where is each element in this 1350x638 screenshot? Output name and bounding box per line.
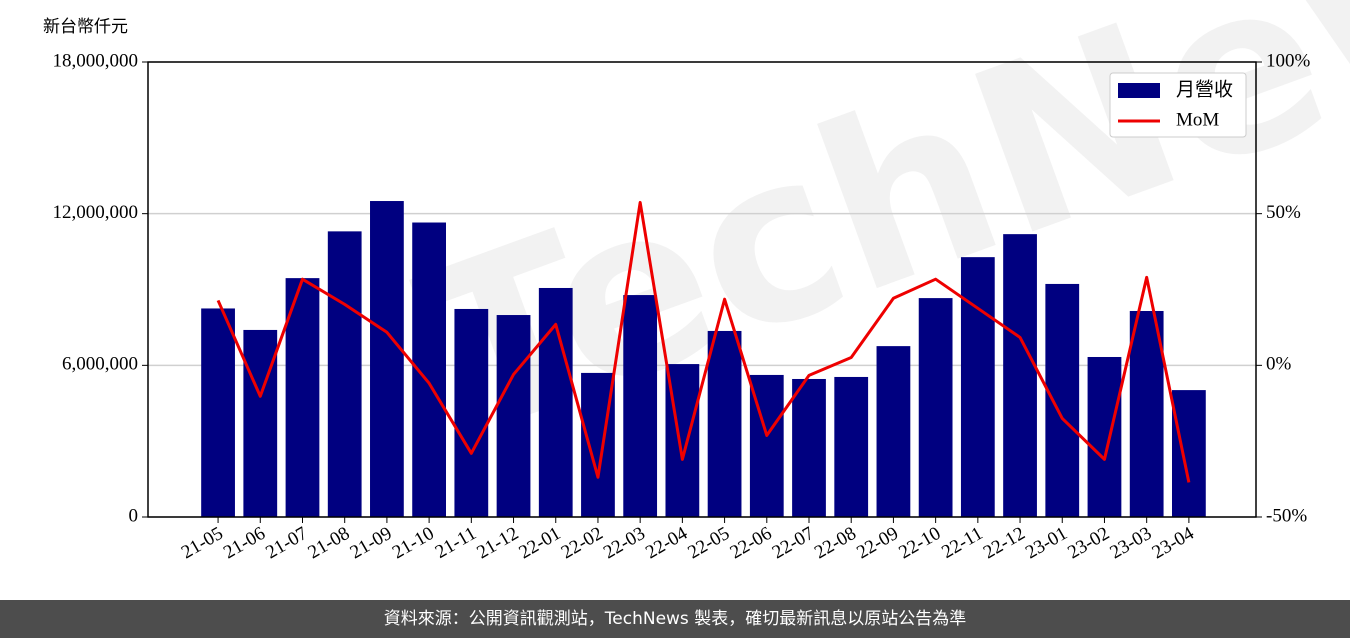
x-tick-label: 23-03 <box>1106 523 1155 563</box>
bar <box>327 231 362 517</box>
bar <box>834 376 869 517</box>
bar <box>876 346 911 517</box>
footer-bar <box>0 600 1350 638</box>
y2-tick-label: -50% <box>1266 505 1307 526</box>
bar <box>707 330 742 517</box>
x-tick-label: 22-10 <box>895 523 944 563</box>
legend-swatch <box>1118 83 1160 98</box>
plot-frame <box>147 61 1257 518</box>
x-tick-label: 23-04 <box>1149 523 1198 564</box>
bar <box>201 308 235 517</box>
x-tick-label: 22-07 <box>769 523 818 563</box>
footer: 資料來源：公開資訊觀測站，TechNews 製表，確切最新訊息以原站公告為準 <box>384 609 966 629</box>
bar <box>623 295 658 517</box>
x-tick-label: 21-11 <box>432 523 480 563</box>
x-tick-label: 22-03 <box>600 523 649 563</box>
y2-tick-label: 100% <box>1266 50 1311 71</box>
legend-label: 月營收 <box>1176 79 1233 101</box>
bar <box>538 287 573 517</box>
bar <box>243 329 278 517</box>
x-tick-label: 22-08 <box>811 523 860 563</box>
y-tick-label: 6,000,000 <box>62 354 138 375</box>
bar <box>454 308 489 517</box>
x-tick-label: 22-11 <box>938 523 986 563</box>
bar <box>960 257 995 517</box>
x-tick-label: 23-02 <box>1064 523 1113 563</box>
line <box>216 200 1191 483</box>
bar <box>1045 283 1080 517</box>
x-tick-label: 22-09 <box>853 523 902 563</box>
x-tick-label: 22-02 <box>558 523 607 563</box>
x-tick-label: 21-10 <box>389 523 438 563</box>
x-tick-label: 23-01 <box>1022 523 1071 563</box>
y-axis-label: 新台幣仟元 <box>43 17 128 37</box>
bar <box>1172 390 1206 517</box>
x-tick-label: 22-04 <box>642 523 691 564</box>
x-tick-label: 22-12 <box>980 523 1029 563</box>
y-tick-label: 0 <box>129 505 139 526</box>
bar <box>496 315 531 517</box>
legend-label: MoM <box>1176 109 1219 130</box>
x-tick-label: 21-06 <box>220 523 269 563</box>
bar <box>370 201 404 517</box>
x-tick-label: 22-06 <box>727 523 776 563</box>
x-tick-label: 21-07 <box>262 523 311 563</box>
x-tick-label: 21-09 <box>347 523 396 563</box>
bar <box>1129 310 1164 517</box>
bar <box>1087 356 1122 517</box>
bar <box>285 278 320 517</box>
x-tick-label: 21-08 <box>304 523 353 563</box>
bar <box>792 378 826 517</box>
x-tick-label: 21-12 <box>473 523 522 563</box>
y2-tick-label: 50% <box>1266 202 1301 223</box>
x-tick-label: 21-05 <box>178 523 227 563</box>
y2-tick-label: 0% <box>1266 354 1292 375</box>
x-tick-label: 22-05 <box>684 523 733 563</box>
y-tick-label: 18,000,000 <box>53 50 139 71</box>
y-tick-label: 12,000,000 <box>53 202 139 223</box>
bar <box>918 298 953 517</box>
x-tick-label: 22-01 <box>516 523 565 563</box>
bar <box>1003 234 1037 517</box>
